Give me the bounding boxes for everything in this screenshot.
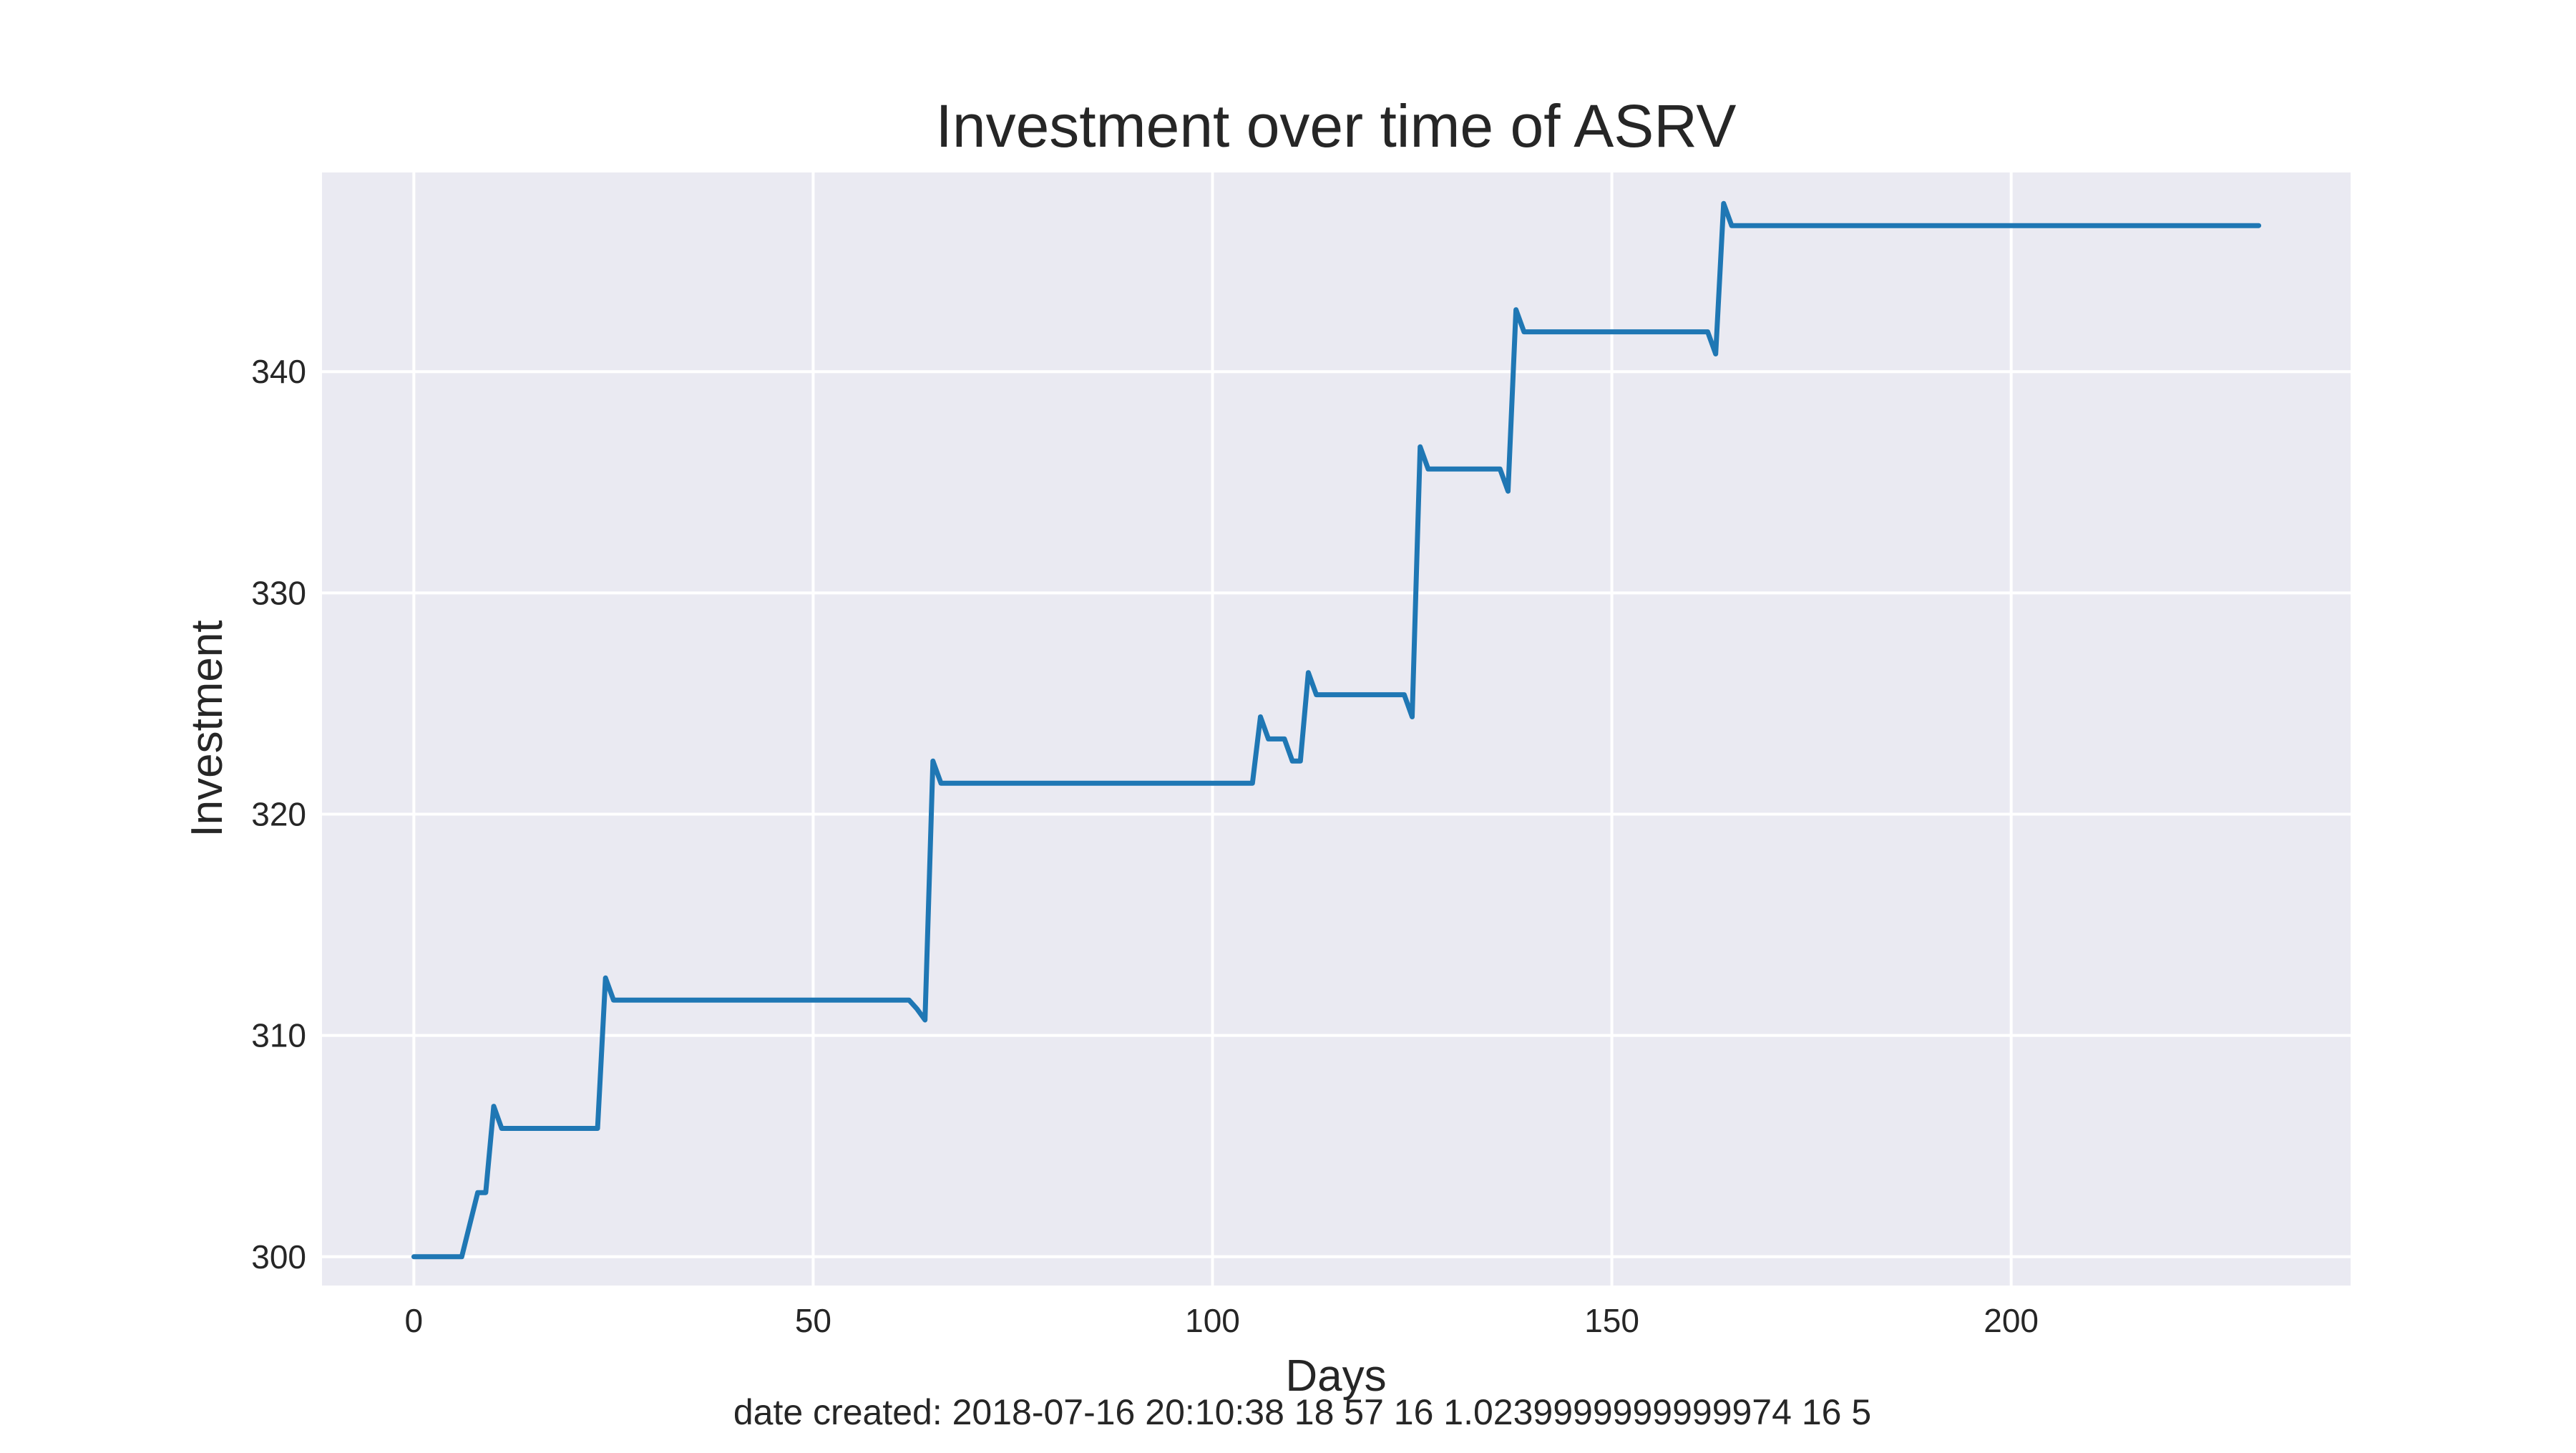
- y-axis-label: Investment: [182, 620, 232, 837]
- x-gridlines: [412, 172, 2013, 1286]
- x-tick-label: 100: [1185, 1302, 1240, 1339]
- footer-note: date created: 2018-07-16 20:10:38 18 57 …: [733, 1392, 1871, 1432]
- series-line: [411, 200, 2262, 1260]
- y-tick-labels: 300 310 320 330 340: [251, 353, 306, 1275]
- x-axis-label: Days: [1285, 1351, 1386, 1401]
- y-tick-label: 330: [251, 574, 306, 611]
- x-tick-label: 200: [1984, 1302, 2039, 1339]
- y-tick-label: 320: [251, 796, 306, 833]
- x-tick-label: 150: [1584, 1302, 1639, 1339]
- y-tick-label: 300: [251, 1238, 306, 1275]
- chart-title: Investment over time of ASRV: [936, 92, 1737, 160]
- x-tick-labels: 0 50 100 150 200: [405, 1302, 2039, 1339]
- x-tick-label: 0: [405, 1302, 424, 1339]
- y-tick-label: 340: [251, 353, 306, 390]
- series-layer: [411, 200, 2262, 1260]
- y-gridlines: [322, 370, 2351, 1258]
- plot-area: [322, 172, 2351, 1286]
- y-tick-label: 310: [251, 1017, 306, 1054]
- x-tick-label: 50: [795, 1302, 831, 1339]
